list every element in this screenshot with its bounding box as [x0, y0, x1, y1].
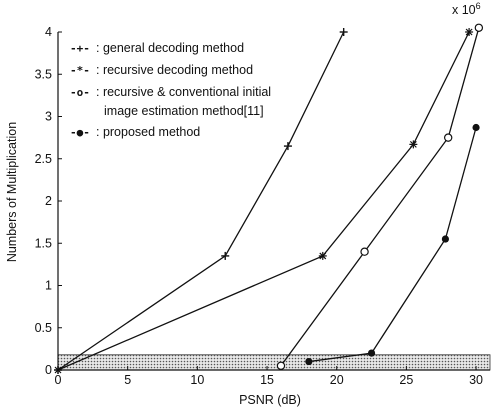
y-tick-label: 2 — [45, 194, 52, 208]
series-line — [57, 31, 470, 371]
series-1 — [54, 28, 348, 374]
point-star — [465, 28, 473, 36]
point-dot — [441, 235, 450, 243]
series-line — [57, 31, 345, 371]
point-circle — [443, 133, 453, 142]
shaded-band-rect — [57, 354, 491, 371]
series-4 — [305, 123, 480, 366]
legend-label: : general decoding method — [96, 41, 244, 55]
series-layer — [54, 23, 484, 374]
x-tick-label: 15 — [260, 373, 274, 387]
x-tick-label: 25 — [399, 373, 413, 387]
legend-symbol: -*- — [70, 64, 90, 77]
series-2 — [54, 28, 474, 374]
legend-label: : recursive decoding method — [96, 63, 253, 77]
y-tick-label: 1 — [45, 279, 52, 293]
series-3 — [276, 23, 484, 370]
y-tick-label: 0.5 — [35, 321, 52, 335]
point-circle — [360, 247, 369, 256]
point-star — [319, 252, 327, 260]
shaded-band — [57, 354, 491, 371]
y-axis-title: Numbers of Multiplication — [5, 122, 19, 262]
x-tick-label: 30 — [469, 373, 483, 387]
point-dot — [305, 357, 313, 366]
legend-label: : proposed method — [96, 125, 200, 139]
legend-label: : recursive & conventional initial — [96, 85, 271, 99]
y-tick-label: 1.5 — [35, 236, 52, 250]
point-dot — [472, 123, 480, 132]
axes: 0 5 10 15 20 25 30 0 0.5 1 1.5 2 2.5 3 3.5 4 — [35, 25, 490, 387]
x-tick-label: 5 — [124, 373, 131, 387]
point-star — [409, 140, 417, 148]
legend-symbol: -+- — [70, 42, 90, 55]
y-tick-label: 2.5 — [35, 152, 52, 166]
x-axis-title: PSNR (dB) — [239, 393, 301, 407]
series-line — [308, 127, 477, 363]
series-line — [280, 27, 480, 367]
legend-symbol: -o- — [70, 86, 90, 99]
legend-symbol: -●- — [70, 126, 90, 139]
y-tick-label: 3.5 — [35, 67, 52, 81]
x-tick-label: 20 — [330, 373, 344, 387]
point-circle — [474, 23, 484, 32]
x-tick-label: 10 — [190, 373, 204, 387]
legend-label: image estimation method[11] — [104, 104, 264, 118]
y-tick-label: 4 — [45, 25, 52, 39]
y-tick-label: 3 — [45, 110, 52, 124]
y-tick-label: 0 — [45, 363, 52, 377]
point-circle — [276, 361, 286, 370]
point-star — [54, 366, 62, 374]
legend: -+- : general decoding method -*- : recursi… — [70, 41, 271, 139]
point-dot — [367, 349, 376, 357]
x-tick-label: 0 — [55, 373, 62, 387]
exponent-label: x 106 — [452, 1, 481, 17]
